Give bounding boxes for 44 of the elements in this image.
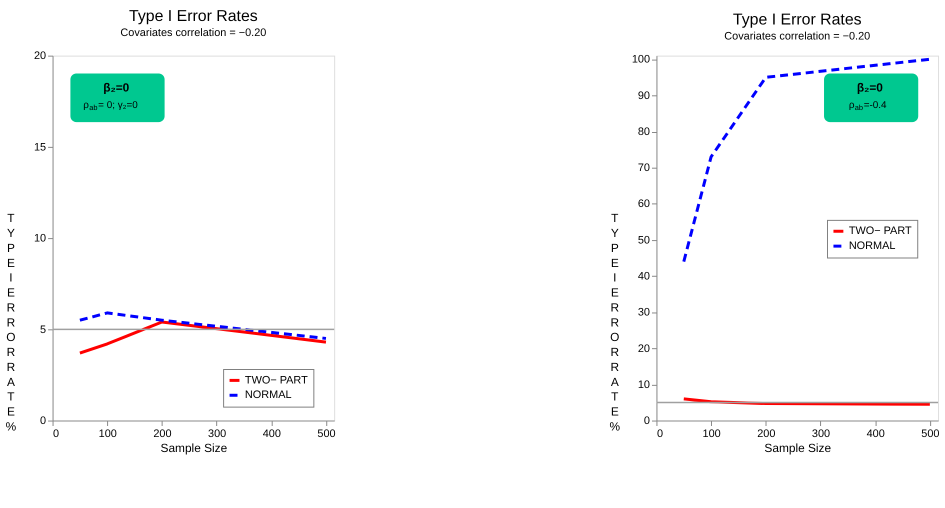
legend-label: TWO− PART: [244, 374, 308, 386]
legend-label: NORMAL: [244, 389, 292, 402]
x-tick-label: 200: [153, 428, 172, 440]
x-tick-label: 100: [702, 428, 721, 440]
chart-subtitle: Covariates correlation = −0.20: [724, 30, 870, 42]
x-tick-label: 400: [866, 428, 885, 440]
x-tick-label: 500: [317, 428, 336, 440]
chart-subtitle: Covariates correlation = −0.20: [120, 26, 266, 39]
y-tick-label: 0: [644, 415, 650, 428]
annotation: β₂=0: [856, 80, 884, 94]
y-tick-label: 10: [638, 378, 650, 391]
x-tick-label: 300: [208, 428, 226, 440]
y-tick-label: 0: [40, 415, 46, 428]
legend-label: NORMAL: [848, 240, 896, 252]
x-tick-label: 500: [921, 428, 940, 440]
y-tick-label: 30: [638, 306, 650, 319]
annotation: β₂=0: [103, 80, 130, 94]
text: TYPE I ERROR RATE %: [610, 211, 620, 434]
y-tick-label: 20: [34, 50, 46, 62]
y-tick-label: 50: [638, 234, 650, 246]
y-tick-label: 10: [34, 232, 46, 245]
y-tick-label: 90: [638, 90, 650, 102]
y-tick-label: 15: [34, 141, 46, 154]
y-tick-label: 80: [638, 126, 650, 138]
x-tick-label: 200: [757, 428, 776, 440]
chart-title: Type I Error Rates: [129, 8, 258, 25]
y-tick-label: 70: [638, 162, 650, 174]
y-tick-label: 20: [638, 342, 650, 355]
x-tick-label: 100: [98, 428, 117, 440]
x-axis-title: Sample Size: [764, 440, 832, 455]
y-tick-label: 40: [638, 270, 650, 283]
y-tick-label: 100: [632, 54, 650, 66]
line-series: [78, 320, 328, 355]
legend-label: TWO− PART: [848, 225, 912, 238]
y-tick-label: 60: [638, 198, 650, 210]
x-tick-label: 0: [656, 428, 663, 440]
text: TYPE I ERROR RATE %: [6, 211, 16, 434]
chart-title: Type I Error Rates: [732, 12, 862, 29]
x-axis-title: Sample Size: [160, 440, 228, 455]
x-tick-label: 300: [812, 428, 830, 440]
y-tick-label: 5: [40, 324, 46, 336]
x-tick-label: 400: [262, 428, 281, 440]
line-series: [682, 58, 932, 264]
x-tick-label: 0: [53, 428, 60, 440]
